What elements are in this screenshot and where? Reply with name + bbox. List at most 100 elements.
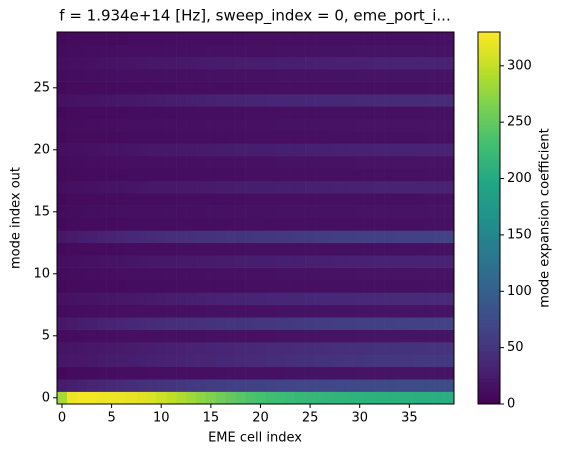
heatmap-cell <box>344 242 356 256</box>
colorbar-segment <box>478 56 500 61</box>
heatmap-cell <box>245 317 256 330</box>
heatmap-cell <box>265 118 276 132</box>
heatmap-cell <box>57 391 68 405</box>
heatmap-cell <box>215 242 227 256</box>
heatmap-cell <box>275 379 286 392</box>
heatmap-cell <box>186 193 197 206</box>
heatmap-cell <box>106 292 117 306</box>
heatmap-cell <box>384 230 395 244</box>
colorbar-segment <box>478 38 500 42</box>
heatmap-cell <box>146 156 157 169</box>
heatmap-cell <box>245 304 256 318</box>
heatmap-cell <box>146 143 157 157</box>
heatmap-cell <box>195 180 207 194</box>
heatmap-cell <box>66 143 78 157</box>
heatmap-cell <box>265 230 276 244</box>
heatmap-cell <box>424 131 435 144</box>
heatmap-cell <box>76 379 88 392</box>
heatmap-cell <box>86 391 97 405</box>
heatmap-cell <box>354 280 365 293</box>
heatmap-cell <box>414 218 425 231</box>
colorbar-segment <box>478 338 500 343</box>
heatmap-cell <box>374 143 385 157</box>
colorbar-segment <box>478 32 500 36</box>
heatmap-cell <box>136 69 147 82</box>
heatmap-cell <box>404 255 415 268</box>
heatmap-cell <box>364 156 375 169</box>
heatmap-cell <box>136 131 147 144</box>
heatmap-cell <box>116 180 127 194</box>
heatmap-cell <box>374 193 385 206</box>
colorbar-tick-label: 250 <box>507 115 532 130</box>
heatmap-cell <box>235 56 246 70</box>
heatmap-cell <box>404 267 415 281</box>
heatmap-cell <box>76 44 88 58</box>
heatmap-cell <box>205 56 217 70</box>
colorbar-segment <box>478 289 500 293</box>
heatmap-cell <box>315 131 326 144</box>
heatmap-cell <box>186 230 197 244</box>
heatmap-cell <box>116 218 127 231</box>
heatmap-cell <box>166 156 177 169</box>
heatmap-cell <box>434 156 445 169</box>
colorbar-tick-label: 0 <box>507 397 515 412</box>
heatmap-cell <box>186 180 197 194</box>
heatmap-cell <box>57 44 68 58</box>
heatmap-cell <box>364 342 375 355</box>
heatmap-cell <box>156 56 167 70</box>
colorbar-segment <box>478 366 500 371</box>
heatmap-cell <box>394 180 405 194</box>
heatmap-cell <box>285 32 296 45</box>
heatmap-cell <box>354 205 365 219</box>
heatmap-cell <box>235 106 246 120</box>
heatmap-cell <box>315 69 326 82</box>
heatmap-cell <box>255 354 266 368</box>
heatmap-cell <box>66 81 78 95</box>
colorbar-segment <box>478 63 500 67</box>
heatmap-cell <box>404 118 415 132</box>
heatmap-cell <box>176 379 187 392</box>
colorbar-segment <box>478 280 500 284</box>
heatmap-cell <box>255 44 266 58</box>
heatmap-cell <box>195 366 207 380</box>
heatmap-cell <box>424 267 435 281</box>
heatmap-cell <box>285 94 296 107</box>
heatmap-cell <box>315 329 326 343</box>
heatmap-cell <box>96 292 107 306</box>
heatmap-cell <box>57 230 68 244</box>
heatmap-cell <box>374 118 385 132</box>
heatmap-cell <box>285 267 296 281</box>
colorbar-segment <box>478 103 500 107</box>
heatmap-cell <box>156 168 167 182</box>
heatmap-cell <box>404 304 415 318</box>
heatmap-cell <box>265 131 276 144</box>
heatmap-cell <box>66 131 78 144</box>
heatmap-cell <box>295 230 306 244</box>
heatmap-cell <box>146 292 157 306</box>
colorbar-segment <box>478 177 500 182</box>
heatmap-cell <box>414 168 425 182</box>
heatmap-cell <box>285 156 296 169</box>
heatmap-cell <box>394 342 405 355</box>
heatmap-cell <box>265 379 276 392</box>
heatmap-cell <box>295 143 306 157</box>
heatmap-cell <box>324 329 336 343</box>
heatmap-cell <box>354 156 365 169</box>
heatmap-cell <box>235 354 246 368</box>
heatmap-cell <box>235 143 246 157</box>
heatmap-cell <box>414 81 425 95</box>
heatmap-cell <box>205 94 217 107</box>
heatmap-cell <box>186 292 197 306</box>
heatmap-cell <box>374 280 385 293</box>
heatmap-cell <box>76 242 88 256</box>
heatmap-cell <box>225 156 236 169</box>
heatmap-cell <box>136 56 147 70</box>
heatmap-cell <box>126 143 137 157</box>
colorbar-segment <box>478 143 500 148</box>
heatmap-cell <box>265 292 276 306</box>
heatmap-cell <box>265 342 276 355</box>
heatmap-cell <box>334 230 346 244</box>
heatmap-cell <box>225 391 236 405</box>
heatmap-cell <box>275 366 286 380</box>
colorbar-tick-label: 150 <box>507 227 532 242</box>
